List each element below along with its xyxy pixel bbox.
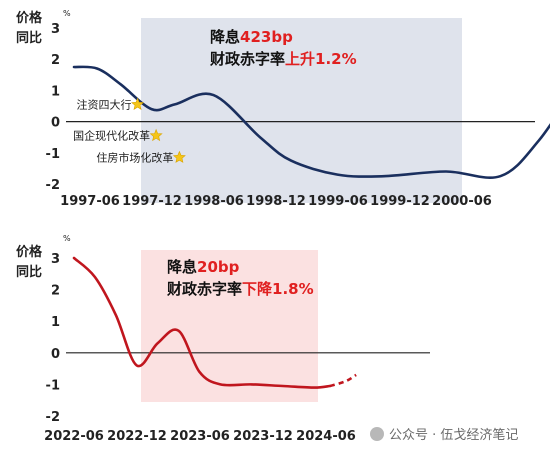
y-tick-label: 3	[51, 22, 60, 37]
series-line	[72, 65, 550, 179]
x-tick-label: 2022-12	[107, 429, 167, 444]
shaded-period	[141, 250, 318, 402]
event-annotation: 注资四大行	[77, 97, 132, 111]
y-axis-label: 同比	[16, 30, 42, 46]
x-tick-label: 1999-12	[370, 194, 430, 209]
x-tick-label: 1998-06	[184, 194, 244, 209]
y-unit-label: %	[63, 234, 71, 243]
x-tick-label: 2023-12	[233, 429, 293, 444]
shaded-period	[141, 18, 462, 203]
y-tick-label: 1	[51, 315, 60, 330]
event-star-icon	[131, 97, 145, 110]
y-axis-label: 价格	[16, 244, 43, 260]
x-tick-label: 2023-06	[170, 429, 230, 444]
wechat-logo-icon	[370, 427, 384, 441]
fiscal-deficit-text: 财政赤字率下降1.8%	[167, 280, 314, 298]
x-tick-label: 1997-06	[60, 194, 120, 209]
y-tick-label: 2	[51, 284, 60, 299]
series-line	[72, 256, 332, 389]
y-tick-label: -1	[46, 378, 60, 393]
fiscal-deficit-text: 财政赤字率上升1.2%	[210, 50, 357, 68]
y-axis-label: 价格	[16, 10, 43, 26]
y-tick-label: 1	[51, 84, 60, 99]
x-tick-label: 2022-06	[44, 429, 104, 444]
y-tick-label: -2	[46, 178, 60, 193]
watermark-text: 公众号 · 伍戈经济笔记	[389, 427, 518, 443]
y-tick-label: 3	[51, 252, 60, 267]
y-tick-label: 0	[51, 347, 60, 362]
policy-rate-cut-text: 降息20bp	[167, 258, 240, 276]
x-tick-label: 1999-06	[308, 194, 368, 209]
series-line-forecast	[329, 373, 357, 388]
y-tick-label: -1	[46, 147, 60, 162]
event-star-icon	[172, 150, 186, 163]
policy-rate-cut-text: 降息423bp	[210, 28, 293, 46]
y-tick-label: -2	[46, 410, 60, 425]
x-tick-label: 2000-06	[432, 194, 492, 209]
x-tick-label: 1997-12	[122, 194, 182, 209]
event-star-icon	[149, 128, 163, 142]
y-tick-label: 2	[51, 53, 60, 68]
x-tick-label: 1998-12	[246, 194, 306, 209]
y-axis-label: 同比	[16, 264, 42, 280]
y-tick-label: 0	[51, 116, 60, 131]
event-annotation: 国企现代化改革	[73, 129, 150, 143]
y-unit-label: %	[63, 9, 71, 18]
x-tick-label: 2024-06	[296, 429, 356, 444]
event-annotation: 住房市场化改革	[96, 150, 173, 164]
